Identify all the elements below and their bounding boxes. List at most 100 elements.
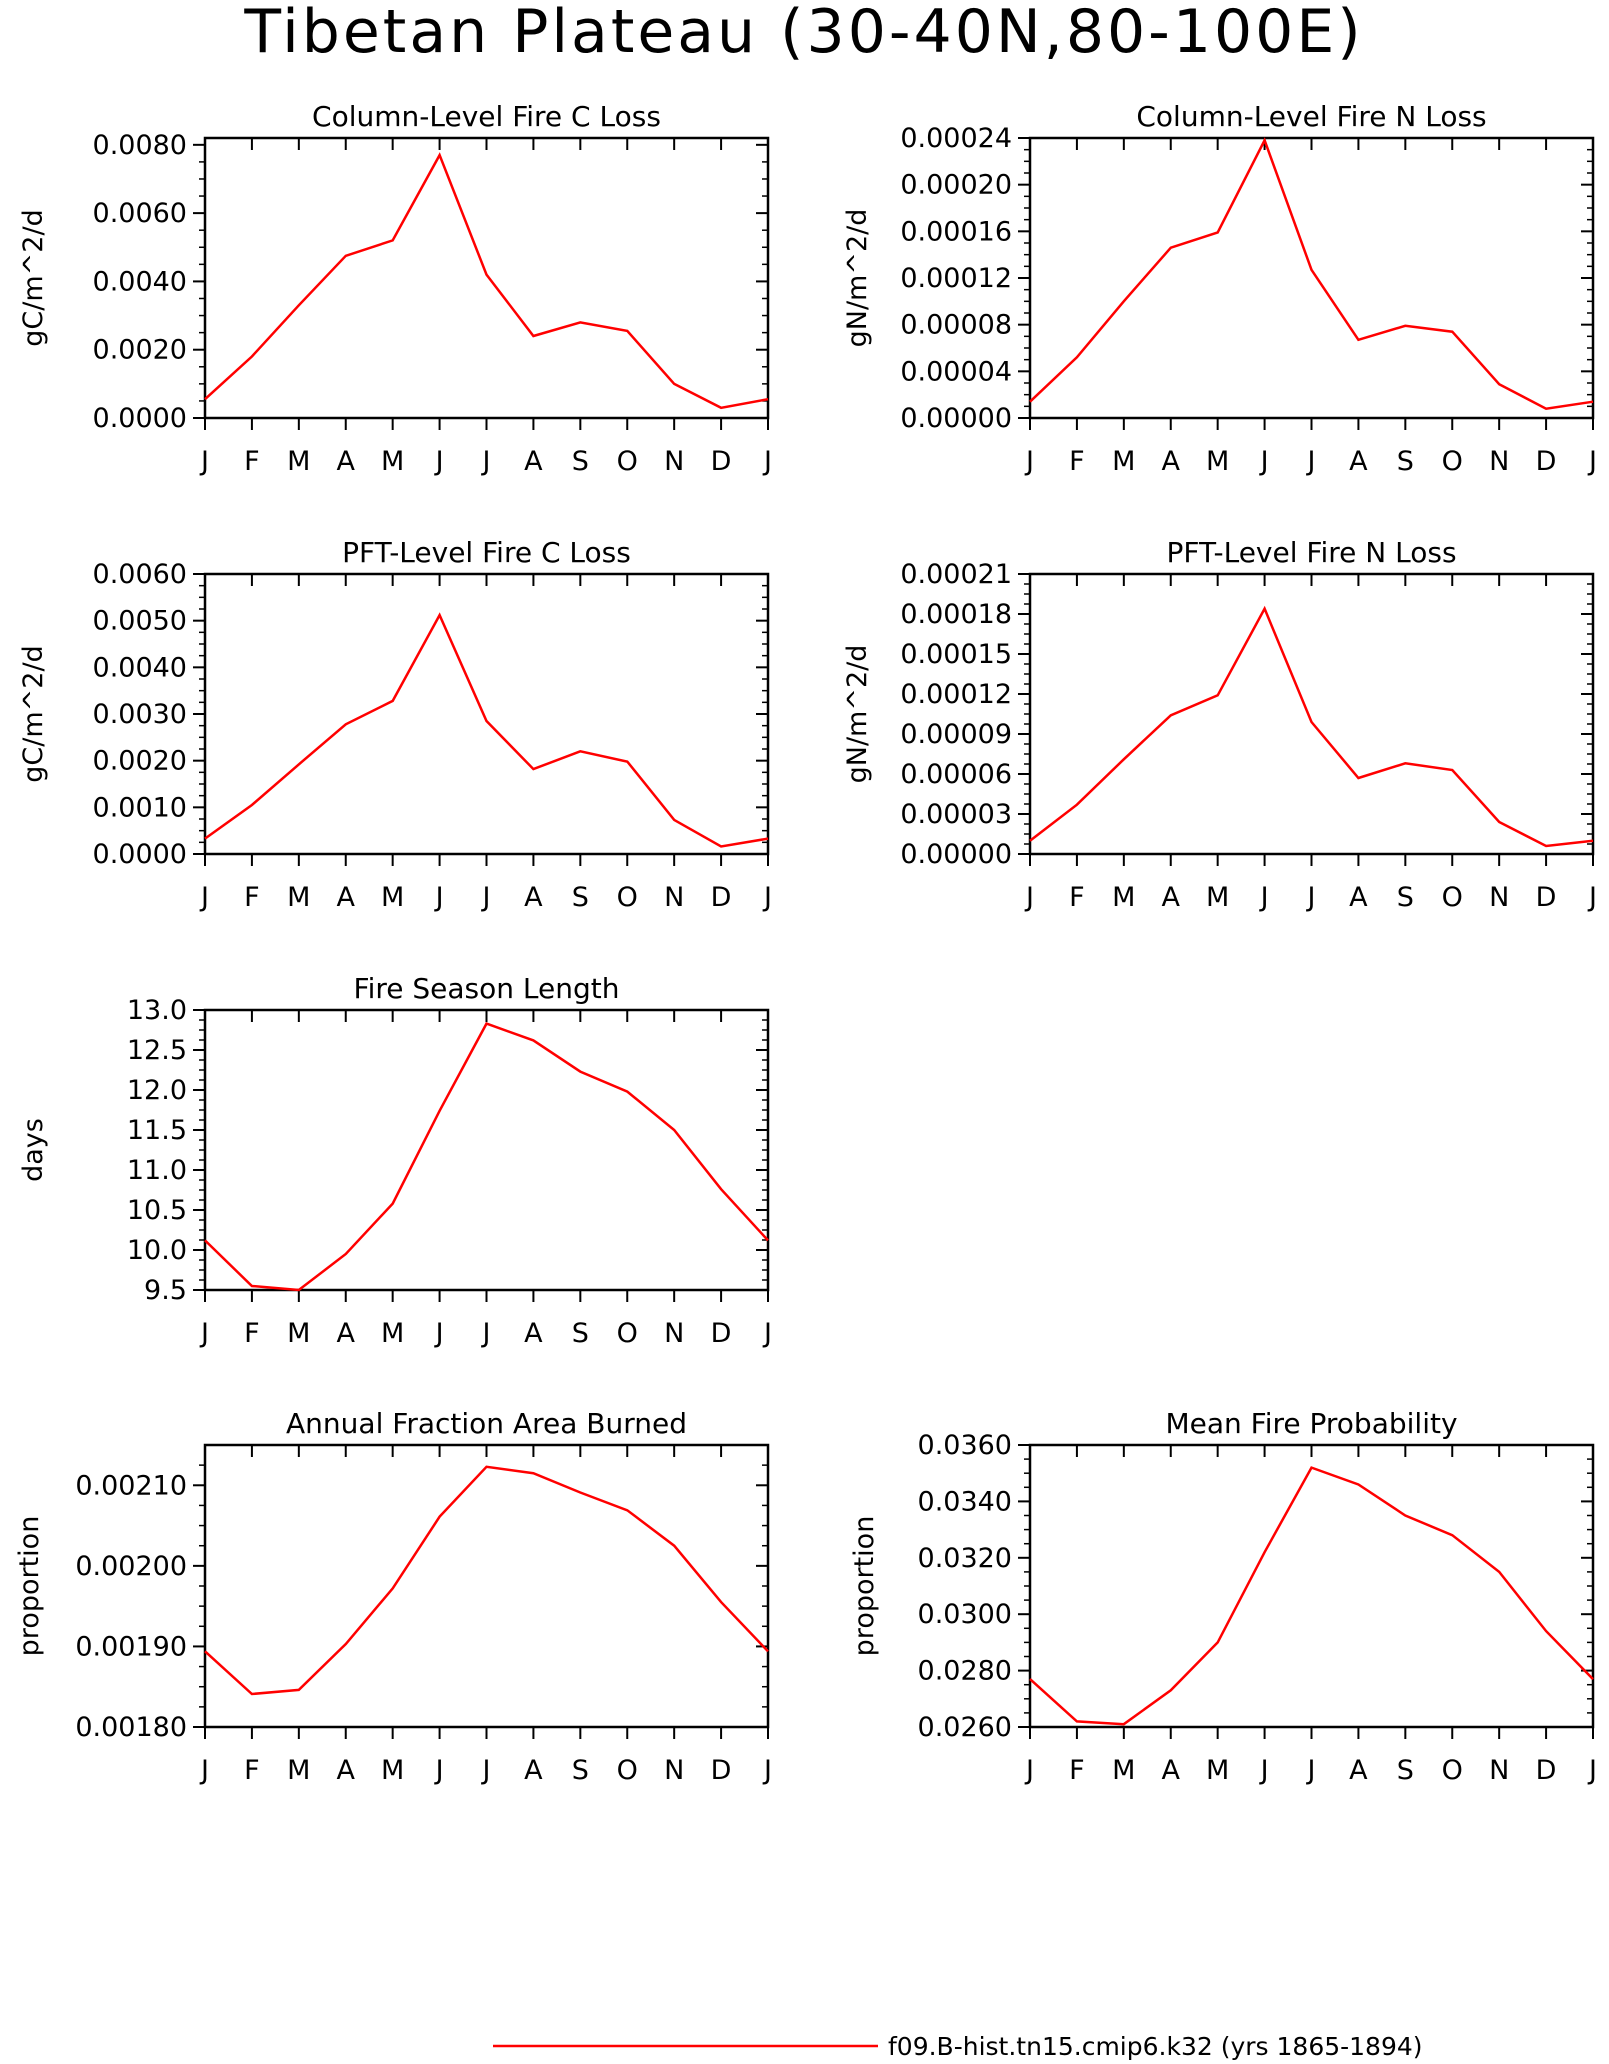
x-tick-label: J [1306, 1755, 1316, 1786]
series-line [204, 1022, 769, 1292]
y-axis-label: days [18, 1118, 49, 1182]
x-tick-label: J [1587, 882, 1597, 913]
x-tick-label: J [481, 446, 491, 477]
chart-title: PFT-Level Fire N Loss [1166, 536, 1456, 569]
y-axis-label: proportion [849, 1516, 880, 1657]
y-tick-label: 0.00021 [900, 559, 1012, 590]
y-tick-label: 0.00018 [900, 599, 1012, 630]
x-tick-label: A [1162, 1755, 1181, 1786]
y-tick-label: 0.0030 [93, 699, 187, 730]
y-tick-label: 9.5 [144, 1275, 187, 1306]
x-tick-label: J [1259, 882, 1269, 913]
x-tick-label: A [1162, 446, 1181, 477]
y-tick-label: 0.0080 [93, 130, 187, 161]
chart-panel-4: 0.00000 0.00003 0.00006 0.00009 0.00012 0.000… [842, 536, 1597, 913]
x-tick-label: A [1162, 882, 1181, 913]
x-tick-label: M [1206, 446, 1229, 477]
x-tick-label: F [1069, 1755, 1085, 1786]
x-tick-label: J [481, 1318, 491, 1349]
x-tick-label: J [1024, 446, 1034, 477]
y-tick-label: 10.0 [127, 1235, 187, 1266]
x-tick-label: J [762, 882, 772, 913]
x-tick-label: M [287, 882, 310, 913]
y-tick-label: 11.0 [127, 1155, 187, 1186]
y-tick-label: 0.00009 [900, 719, 1012, 750]
x-tick-label: O [1442, 446, 1463, 477]
y-axis-label: gC/m^2/d [18, 209, 49, 346]
x-tick-label: M [287, 446, 310, 477]
chart-title: PFT-Level Fire C Loss [342, 536, 631, 569]
x-tick-label: S [1397, 446, 1414, 477]
x-tick-label: M [1206, 882, 1229, 913]
chart-panel-2: 0.00000 0.00004 0.00008 0.00012 0.00016 0.000… [842, 100, 1597, 477]
y-tick-label: 0.00020 [900, 170, 1012, 201]
x-tick-label: F [244, 882, 260, 913]
x-tick-label: F [244, 446, 260, 477]
y-tick-label: 0.00004 [900, 356, 1012, 387]
x-tick-label: A [337, 1318, 356, 1349]
y-axis-label: gN/m^2/d [842, 645, 873, 784]
x-tick-label: D [711, 1318, 732, 1349]
y-tick-label: 0.0040 [93, 266, 187, 297]
series-line [204, 1465, 769, 1696]
y-tick-label: 0.00015 [900, 639, 1012, 670]
x-tick-label: S [1397, 882, 1414, 913]
x-tick-label: S [572, 446, 589, 477]
y-tick-label: 13.0 [127, 995, 187, 1026]
y-tick-label: 0.0020 [93, 335, 187, 366]
y-tick-label: 0.00210 [75, 1470, 187, 1501]
x-tick-label: F [244, 1318, 260, 1349]
chart-title: Column-Level Fire C Loss [312, 100, 661, 133]
legend-label: f09.B-hist.tn15.cmip6.k32 (yrs 1865-1894… [888, 2032, 1423, 2061]
y-tick-label: 0.00003 [900, 799, 1012, 830]
x-tick-label: M [1112, 882, 1135, 913]
x-tick-label: J [1587, 446, 1597, 477]
x-tick-label: J [199, 882, 209, 913]
y-tick-label: 0.00200 [75, 1551, 187, 1582]
chart-panel-5: 9.510.010.511.011.512.012.513.0J F M A M J J A S… [18, 972, 772, 1349]
x-tick-label: S [572, 882, 589, 913]
y-tick-label: 0.0360 [918, 1430, 1012, 1461]
y-axis-label: proportion [14, 1516, 45, 1657]
y-tick-label: 11.5 [127, 1115, 187, 1146]
x-tick-label: J [1024, 882, 1034, 913]
x-tick-label: M [287, 1318, 310, 1349]
x-tick-label: A [524, 882, 543, 913]
y-tick-label: 0.0320 [918, 1543, 1012, 1574]
y-tick-label: 0.00180 [75, 1712, 187, 1743]
y-tick-label: 0.0060 [93, 198, 187, 229]
x-tick-label: A [337, 1755, 356, 1786]
series-line [204, 612, 769, 848]
x-tick-label: J [199, 1318, 209, 1349]
x-tick-label: N [1489, 446, 1509, 477]
chart-panel-3: 0.0000 0.0010 0.0020 0.0030 0.0040 0.0050 0.00… [18, 536, 772, 913]
x-tick-label: M [381, 446, 404, 477]
x-tick-label: J [434, 446, 444, 477]
y-tick-label: 0.00000 [900, 403, 1012, 434]
x-tick-label: J [434, 1318, 444, 1349]
x-tick-label: N [1489, 1755, 1509, 1786]
x-tick-label: M [287, 1755, 310, 1786]
y-axis-label: gN/m^2/d [842, 209, 873, 348]
x-tick-label: J [762, 1755, 772, 1786]
x-tick-label: O [617, 1755, 638, 1786]
x-tick-label: M [381, 1318, 404, 1349]
y-tick-label: 12.0 [127, 1075, 187, 1106]
x-tick-label: O [1442, 882, 1463, 913]
x-tick-label: A [524, 1755, 543, 1786]
plot-frame [1028, 1443, 1595, 1729]
y-tick-label: 0.0340 [918, 1486, 1012, 1517]
x-tick-label: O [617, 1318, 638, 1349]
x-tick-label: O [1442, 1755, 1463, 1786]
x-tick-label: D [711, 446, 732, 477]
y-tick-label: 0.00008 [900, 310, 1012, 341]
x-tick-label: A [337, 446, 356, 477]
y-tick-label: 0.00024 [900, 123, 1012, 154]
y-tick-label: 0.0260 [918, 1712, 1012, 1743]
x-tick-label: J [762, 446, 772, 477]
series-line [1029, 137, 1594, 410]
y-tick-label: 0.00012 [900, 679, 1012, 710]
x-tick-label: N [664, 1318, 684, 1349]
x-tick-label: J [1306, 446, 1316, 477]
